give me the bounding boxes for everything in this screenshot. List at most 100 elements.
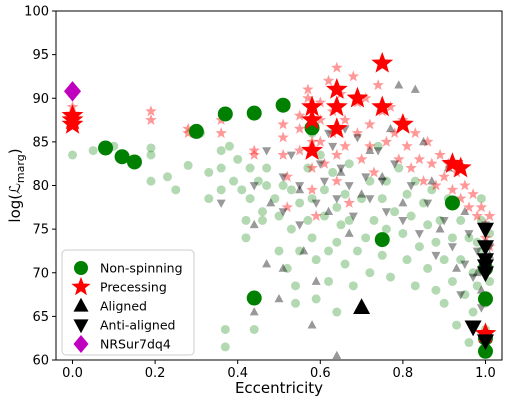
non-spinning-point [369,215,379,225]
precessing-point [388,127,401,139]
non-spinning-point [377,194,387,204]
non-spinning-point [286,224,296,234]
y-tick-label: 80 [32,179,49,194]
legend-items: Non-spinning Precessing Aligned Anti-aligne… [71,261,183,353]
precessing-point [302,83,314,95]
anti-aligned-point [476,222,494,239]
non-spinning-point [229,176,239,186]
non-spinning-point [361,233,371,243]
aligned-point [460,206,470,216]
non-spinning-point [220,324,230,334]
precessing-point [434,148,446,160]
aligned-point [472,267,482,277]
aligned-point [377,171,387,181]
legend-label: NRSur7dq4 [100,337,171,352]
precessing-point [483,209,496,221]
non-spinning-point [472,281,482,291]
non-spinning-point [365,176,375,186]
precessing-point [314,96,327,108]
non-spinning-point [171,185,181,195]
legend-marker-precessing [71,276,91,296]
precessing-point [413,153,426,165]
anti-aligned-point [431,251,441,261]
precessing-point [392,153,405,165]
anti-aligned-point [472,247,482,256]
precessing-point [371,51,394,73]
non-spinning-point [253,176,263,186]
aligned-point [274,293,284,303]
non-spinning-point [183,160,193,170]
non-spinning-point [485,276,495,286]
anti-aligned-point [324,129,334,139]
precessing-point [331,175,343,187]
non-spinning-point [419,198,429,208]
aligned-point [299,245,309,255]
precessing-point [339,140,351,152]
non-spinning-point [336,220,346,230]
aligned-point [386,123,395,133]
anti-aligned-point [311,199,321,208]
non-spinning-point [332,237,342,247]
non-spinning-point [447,276,457,286]
anti-aligned-point [365,195,375,204]
non-spinning-point [278,181,288,190]
precessing-point [314,113,327,125]
precessing-point [417,175,430,187]
aligned-point [427,176,437,185]
precessing-point [61,112,84,134]
non-spinning-point [220,342,230,352]
non-spinning-point [402,189,412,199]
non-spinning-point [386,272,395,282]
non-spinning-point [344,159,354,169]
non-spinning-point [88,146,98,156]
anti-aligned-point [476,334,494,351]
precessing-point [355,153,368,165]
non-spinning-point [365,268,375,278]
precessing-point [351,127,364,139]
non-spinning-point [394,163,404,173]
non-spinning-point [245,163,255,173]
precessing-point [318,157,331,169]
non-spinning-point [216,163,226,173]
non-spinning-point [163,172,172,182]
y-tick-label: 70 [32,266,49,281]
anti-aligned-point [398,217,408,226]
aligned-point [311,276,321,285]
x-tick-label: 0.2 [145,366,166,381]
precessing-point [446,183,459,195]
y-axis-label-subscript: marg [14,154,27,183]
x-tick-label: 0.8 [393,366,414,381]
precessing-point [459,179,471,191]
y-tick-label: 90 [32,92,49,107]
legend-box [61,249,195,356]
non-spinning-point [241,215,251,225]
non-spinning-point [373,141,383,151]
non-spinning-point [245,194,255,204]
anti-aligned-point [406,182,416,191]
anti-aligned-point [278,208,288,217]
non-spinning-point [374,232,390,248]
precessing-point [372,79,384,91]
x-tick-label: 0.6 [310,366,331,381]
precessing-point [409,127,422,139]
precessing-point [248,144,260,156]
non-spinning-point [311,255,321,265]
precessing-point [343,196,355,208]
non-spinning-point [98,140,114,156]
legend-label: Aligned [100,299,147,314]
non-spinning-point [398,228,408,238]
anti-aligned-point [464,230,474,239]
x-tick-label: 0.0 [62,366,83,381]
non-spinning-point [477,291,493,307]
non-spinning-point [114,149,130,165]
non-spinning-point [414,242,424,252]
non-spinning-point [303,163,313,173]
non-spinning-point [249,324,259,334]
non-spinning-point [146,150,156,160]
non-spinning-point [146,143,156,153]
anti-aligned-point [348,212,358,221]
non-spinning-point [439,298,449,308]
aligned-point [332,350,342,360]
non-spinning-point [262,163,272,173]
precessing-point [339,113,351,125]
